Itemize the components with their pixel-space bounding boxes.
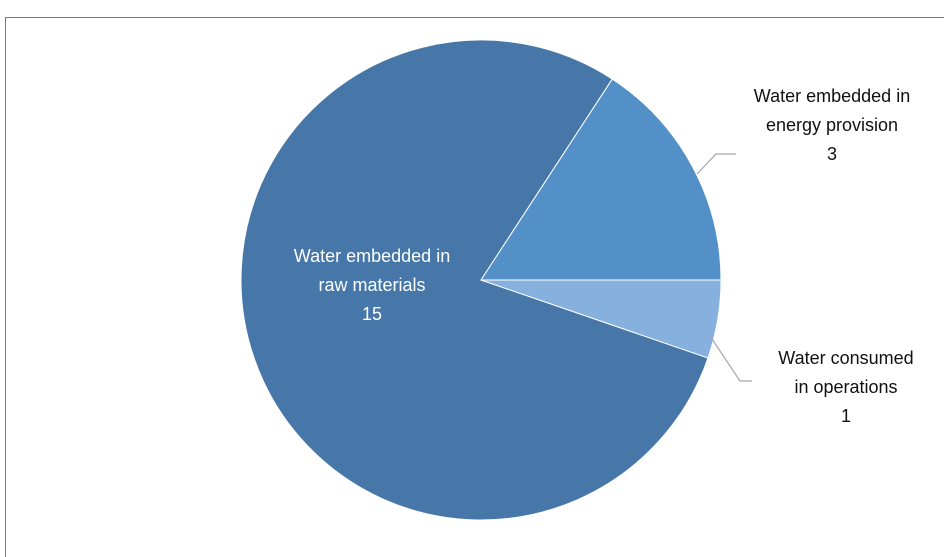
slice-value: 3 [827, 144, 837, 164]
slice-label-line: raw materials [318, 275, 425, 295]
slice-raw-materials [240, 39, 709, 521]
leader-energy-provision [696, 153, 736, 175]
slice-label-line: Water embedded in [754, 86, 910, 106]
label-energy-provision: Water embedded in energy provision 3 [754, 86, 910, 164]
chart-frame [5, 17, 944, 557]
slice-label-line: Water consumed [778, 348, 913, 368]
leader-operations [709, 335, 752, 382]
slice-label-line: energy provision [766, 115, 898, 135]
label-operations: Water consumed in operations 1 [778, 348, 913, 426]
slice-value: 15 [362, 304, 382, 324]
slice-label-line: in operations [794, 377, 897, 397]
label-raw-materials: Water embedded in raw materials 15 [294, 246, 450, 324]
slice-label-line: Water embedded in [294, 246, 450, 266]
slice-operations [480, 279, 722, 359]
slice-value: 1 [841, 406, 851, 426]
slice-energy-provision [480, 78, 722, 281]
